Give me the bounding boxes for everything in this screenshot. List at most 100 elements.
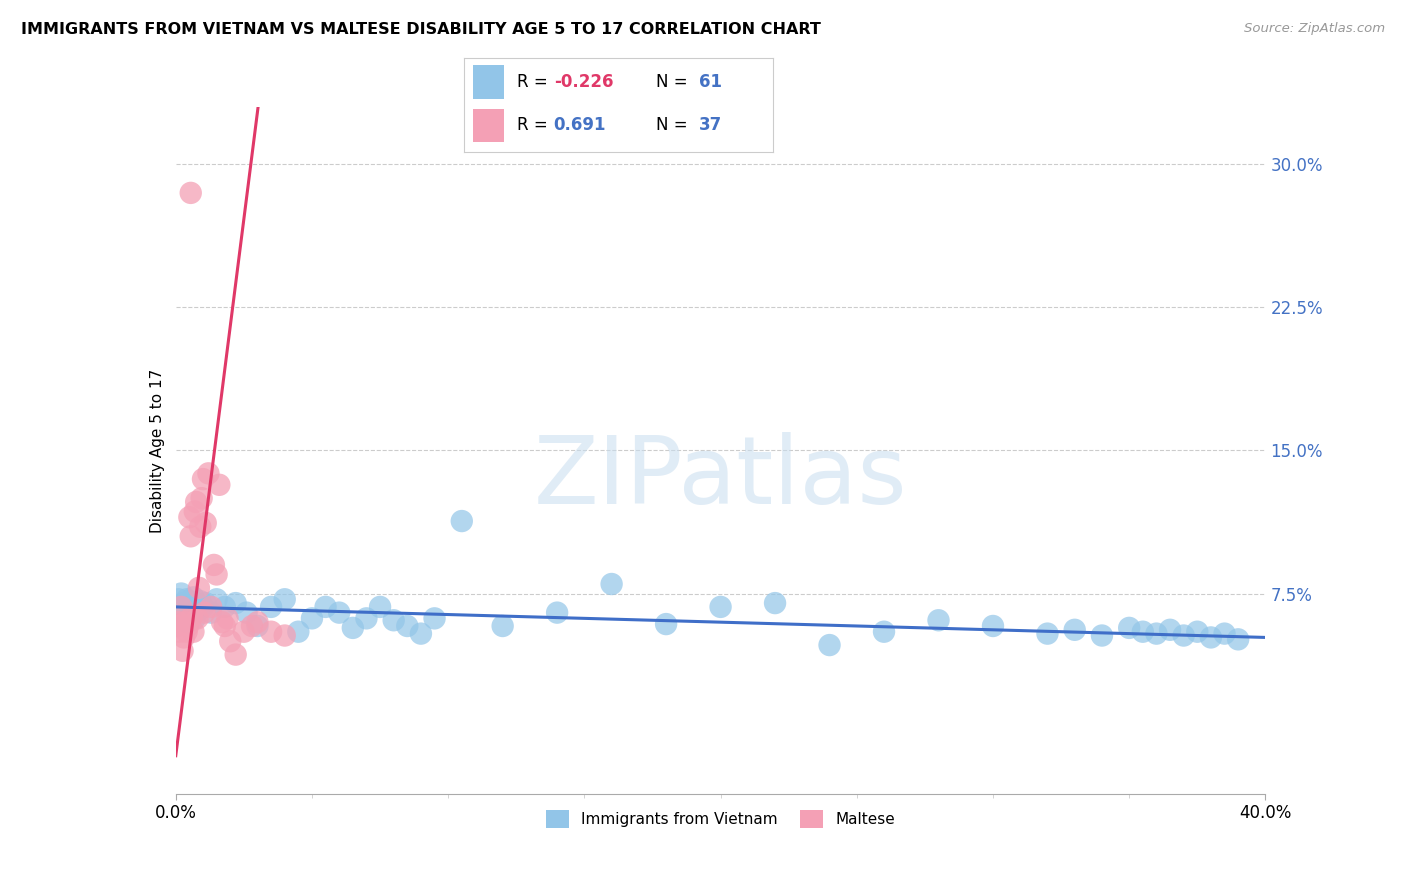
Point xyxy=(180,529,202,543)
Point xyxy=(179,594,201,608)
Point xyxy=(208,478,231,492)
FancyBboxPatch shape xyxy=(474,109,505,142)
Point xyxy=(1036,626,1059,640)
Point xyxy=(169,599,191,614)
Point xyxy=(382,613,405,627)
Point xyxy=(186,611,209,625)
Point xyxy=(235,606,257,620)
Point xyxy=(214,599,236,614)
Text: N =: N = xyxy=(655,117,693,135)
Point xyxy=(232,624,254,639)
Point xyxy=(315,599,337,614)
Point xyxy=(193,606,215,620)
Point xyxy=(191,472,214,486)
Point xyxy=(202,558,225,572)
Point xyxy=(176,592,198,607)
Point xyxy=(1173,628,1195,642)
Point xyxy=(181,609,204,624)
Point xyxy=(183,624,205,639)
Point xyxy=(183,591,205,605)
Point xyxy=(194,516,217,530)
Point xyxy=(356,611,378,625)
Point xyxy=(172,609,194,624)
Point xyxy=(301,611,323,625)
Point xyxy=(170,586,193,600)
Point xyxy=(246,615,269,630)
Text: R =: R = xyxy=(516,117,553,135)
Point xyxy=(274,592,297,607)
Point xyxy=(342,621,364,635)
Point xyxy=(1199,631,1222,645)
Point xyxy=(174,606,197,620)
Point xyxy=(211,615,233,630)
Point xyxy=(873,624,896,639)
Point xyxy=(173,631,195,645)
Text: Source: ZipAtlas.com: Source: ZipAtlas.com xyxy=(1244,22,1385,36)
Point xyxy=(655,617,678,632)
Point xyxy=(368,599,391,614)
Point xyxy=(179,510,201,524)
Point xyxy=(177,615,200,630)
Point xyxy=(219,634,242,648)
Point xyxy=(188,520,211,534)
Point xyxy=(225,596,247,610)
Point xyxy=(186,495,208,509)
Point xyxy=(188,594,211,608)
Point xyxy=(818,638,841,652)
Point xyxy=(1146,626,1168,640)
Point xyxy=(214,619,236,633)
Point xyxy=(184,611,207,625)
Point xyxy=(180,186,202,200)
Point xyxy=(981,619,1004,633)
Point xyxy=(191,599,214,614)
Point xyxy=(166,606,188,620)
Point xyxy=(172,644,194,658)
Point xyxy=(181,607,204,622)
Point xyxy=(173,596,195,610)
Point xyxy=(1118,621,1140,635)
Point xyxy=(217,611,239,625)
Point xyxy=(174,615,197,630)
Legend: Immigrants from Vietnam, Maltese: Immigrants from Vietnam, Maltese xyxy=(540,804,901,834)
Point xyxy=(710,599,733,614)
Point xyxy=(186,604,209,618)
Text: ZIPatlas: ZIPatlas xyxy=(534,432,907,524)
Point xyxy=(240,619,263,633)
Text: 37: 37 xyxy=(699,117,723,135)
Text: 61: 61 xyxy=(699,73,723,91)
Text: IMMIGRANTS FROM VIETNAM VS MALTESE DISABILITY AGE 5 TO 17 CORRELATION CHART: IMMIGRANTS FROM VIETNAM VS MALTESE DISAB… xyxy=(21,22,821,37)
Point xyxy=(287,624,309,639)
Point xyxy=(492,619,515,633)
Point xyxy=(328,606,350,620)
Text: N =: N = xyxy=(655,73,693,91)
Point xyxy=(180,599,202,614)
Point xyxy=(1159,623,1181,637)
Point xyxy=(184,504,207,518)
Point xyxy=(205,592,228,607)
Point xyxy=(450,514,472,528)
Y-axis label: Disability Age 5 to 17: Disability Age 5 to 17 xyxy=(149,368,165,533)
Point xyxy=(170,599,193,614)
Point xyxy=(928,613,950,627)
Point xyxy=(260,624,283,639)
Point xyxy=(1063,623,1085,637)
Point xyxy=(1091,628,1114,642)
Point xyxy=(246,619,269,633)
Point xyxy=(260,599,283,614)
Point xyxy=(225,648,247,662)
Point xyxy=(169,624,191,639)
Point xyxy=(194,596,217,610)
Point xyxy=(546,606,568,620)
Point xyxy=(1213,626,1236,640)
Point xyxy=(600,577,623,591)
FancyBboxPatch shape xyxy=(474,65,505,99)
Point xyxy=(176,624,198,639)
Point xyxy=(423,611,446,625)
Point xyxy=(1187,624,1209,639)
Point xyxy=(409,626,432,640)
Point xyxy=(200,606,222,620)
Text: -0.226: -0.226 xyxy=(554,73,613,91)
Point xyxy=(190,491,212,505)
Point xyxy=(187,581,209,595)
Point xyxy=(1227,632,1250,647)
